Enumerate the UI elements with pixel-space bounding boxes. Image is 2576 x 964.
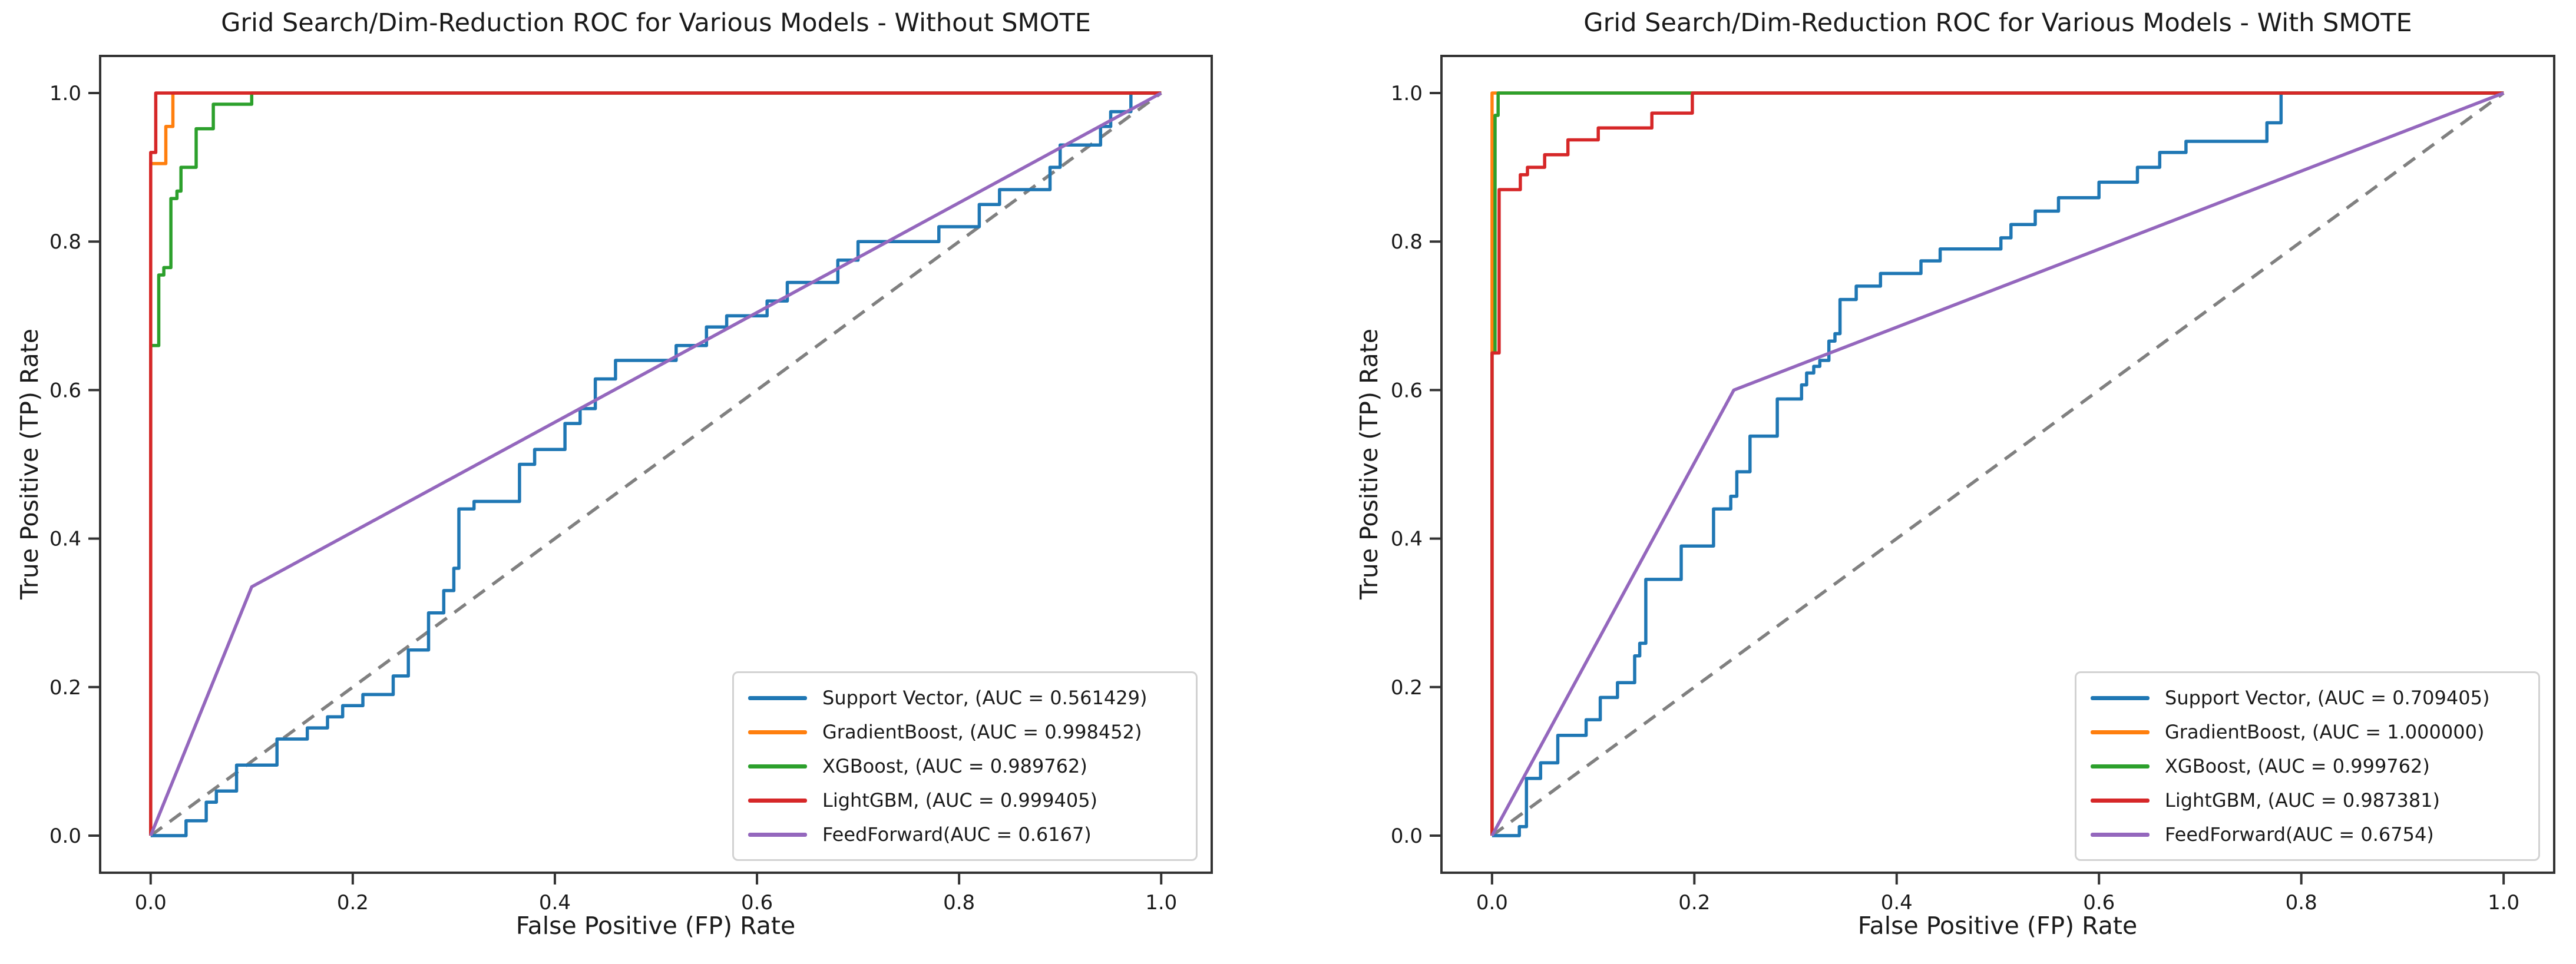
legend-label-feedforward: FeedForward(AUC = 0.6754) bbox=[2165, 823, 2434, 846]
y-tick-label: 0.0 bbox=[1391, 824, 1423, 848]
y-tick-label: 0.8 bbox=[49, 230, 81, 254]
legend-label-support-vector: Support Vector, (AUC = 0.709405) bbox=[2165, 687, 2490, 709]
y-tick-label: 0.6 bbox=[49, 379, 81, 402]
legend-item-support-vector: Support Vector, (AUC = 0.709405) bbox=[2076, 681, 2538, 715]
legend-label-xgboost: XGBoost, (AUC = 0.989762) bbox=[822, 755, 1087, 777]
legend-line-swatch-gradient-boost bbox=[2091, 730, 2150, 734]
series-line-support-vector bbox=[150, 91, 1162, 837]
legend-item-lightgbm: LightGBM, (AUC = 0.987381) bbox=[2076, 783, 2538, 817]
chart-title: Grid Search/Dim-Reduction ROC for Variou… bbox=[1583, 8, 2412, 38]
series-line-support-vector bbox=[1492, 91, 2504, 837]
legend-label-feedforward: FeedForward(AUC = 0.6167) bbox=[822, 823, 1092, 846]
legend-label-support-vector: Support Vector, (AUC = 0.561429) bbox=[822, 687, 1148, 709]
y-tick-label: 0.2 bbox=[1391, 676, 1423, 700]
legend-line-swatch-support-vector bbox=[748, 695, 807, 700]
x-tick-label: 0.8 bbox=[2286, 891, 2317, 915]
legend-line-swatch-support-vector bbox=[2091, 695, 2150, 700]
legend-line-swatch-feedforward bbox=[2091, 832, 2150, 837]
x-tick-label: 0.6 bbox=[2083, 891, 2115, 915]
series-line-feedforward bbox=[149, 91, 1162, 837]
x-tick-label: 0.2 bbox=[1678, 891, 1710, 915]
y-tick-label: 0.6 bbox=[1391, 379, 1423, 402]
series-line-lightgbm bbox=[149, 91, 1162, 836]
legend-label-gradient-boost: GradientBoost, (AUC = 0.998452) bbox=[822, 721, 1142, 743]
legend-item-xgboost: XGBoost, (AUC = 0.999762) bbox=[2076, 749, 2538, 783]
legend-item-gradient-boost: GradientBoost, (AUC = 1.000000) bbox=[2076, 715, 2538, 749]
legend: Support Vector, (AUC = 0.561429) Gradient… bbox=[732, 671, 1198, 861]
axes-frame bbox=[99, 55, 1213, 874]
chance-diagonal bbox=[150, 91, 1162, 837]
x-axis-label: False Positive (FP) Rate bbox=[1857, 912, 2138, 940]
legend: Support Vector, (AUC = 0.709405) Gradient… bbox=[2075, 671, 2540, 861]
x-tick-label: 0.0 bbox=[135, 891, 167, 915]
y-tick-label: 1.0 bbox=[49, 82, 81, 105]
series-line-feedforward bbox=[1490, 91, 2505, 837]
x-tick-label: 0.0 bbox=[1476, 891, 1508, 915]
series-line-lightgbm bbox=[1490, 91, 2504, 836]
y-tick-label: 0.2 bbox=[49, 676, 81, 700]
x-tick-label: 0.4 bbox=[539, 891, 571, 915]
x-tick-label: 0.6 bbox=[741, 891, 773, 915]
legend-item-feedforward: FeedForward(AUC = 0.6754) bbox=[2076, 817, 2538, 852]
y-axis-label: True Positive (TP) Rate bbox=[1355, 329, 1383, 600]
y-tick-label: 0.8 bbox=[1391, 230, 1423, 254]
y-tick-label: 0.4 bbox=[1391, 528, 1423, 551]
legend-line-swatch-gradient-boost bbox=[748, 730, 807, 734]
chart-title: Grid Search/Dim-Reduction ROC for Variou… bbox=[221, 8, 1091, 38]
x-axis-label: False Positive (FP) Rate bbox=[515, 912, 796, 940]
legend-line-swatch-xgboost bbox=[748, 764, 807, 768]
x-tick-label: 1.0 bbox=[1145, 891, 1177, 915]
x-tick-label: 0.8 bbox=[943, 891, 975, 915]
legend-item-feedforward: FeedForward(AUC = 0.6167) bbox=[734, 817, 1196, 852]
y-tick-label: 0.4 bbox=[49, 528, 81, 551]
x-tick-label: 1.0 bbox=[2488, 891, 2519, 915]
legend-line-swatch-feedforward bbox=[748, 832, 807, 837]
legend-label-lightgbm: LightGBM, (AUC = 0.987381) bbox=[2165, 789, 2441, 811]
legend-label-xgboost: XGBoost, (AUC = 0.999762) bbox=[2165, 755, 2430, 777]
x-tick-label: 0.4 bbox=[1881, 891, 1913, 915]
x-tick-label: 0.2 bbox=[337, 891, 369, 915]
legend-item-support-vector: Support Vector, (AUC = 0.561429) bbox=[734, 681, 1196, 715]
axes-frame bbox=[1440, 55, 2555, 874]
series-line-xgboost bbox=[149, 91, 1162, 836]
legend-item-xgboost: XGBoost, (AUC = 0.989762) bbox=[734, 749, 1196, 783]
y-tick-label: 1.0 bbox=[1391, 82, 1423, 105]
legend-label-gradient-boost: GradientBoost, (AUC = 1.000000) bbox=[2165, 721, 2485, 743]
legend-line-swatch-lightgbm bbox=[2091, 798, 2150, 803]
legend-item-lightgbm: LightGBM, (AUC = 0.999405) bbox=[734, 783, 1196, 817]
legend-item-gradient-boost: GradientBoost, (AUC = 0.998452) bbox=[734, 715, 1196, 749]
legend-label-lightgbm: LightGBM, (AUC = 0.999405) bbox=[822, 789, 1098, 811]
legend-line-swatch-xgboost bbox=[2091, 764, 2150, 768]
chance-diagonal bbox=[1491, 91, 2505, 837]
y-tick-label: 0.0 bbox=[49, 824, 81, 848]
legend-line-swatch-lightgbm bbox=[748, 798, 807, 803]
